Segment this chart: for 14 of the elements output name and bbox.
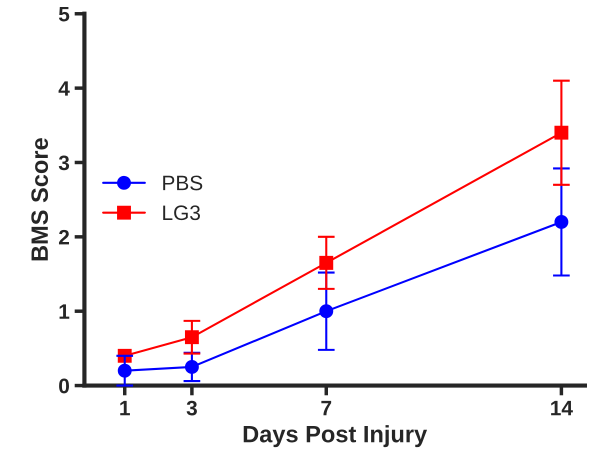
y-tick-label: 4 <box>58 81 70 96</box>
y-axis-title: BMS Score <box>31 138 48 260</box>
y-tick-label: 3 <box>58 155 70 170</box>
x-tick-label: 1 <box>120 400 130 416</box>
legend-label: PBS <box>163 176 202 190</box>
y-tick-label: 0 <box>59 378 69 394</box>
x-tick-label: 3 <box>186 400 197 416</box>
x-tick-label: 14 <box>551 400 573 416</box>
x-tick-label: 7 <box>321 400 332 416</box>
y-tick-label: 5 <box>58 6 70 22</box>
x-axis-title: Days Post Injury <box>244 425 428 448</box>
y-tick-label: 1 <box>60 304 70 319</box>
legend-label: LG3 <box>163 205 200 220</box>
y-tick-label: 2 <box>58 230 70 244</box>
